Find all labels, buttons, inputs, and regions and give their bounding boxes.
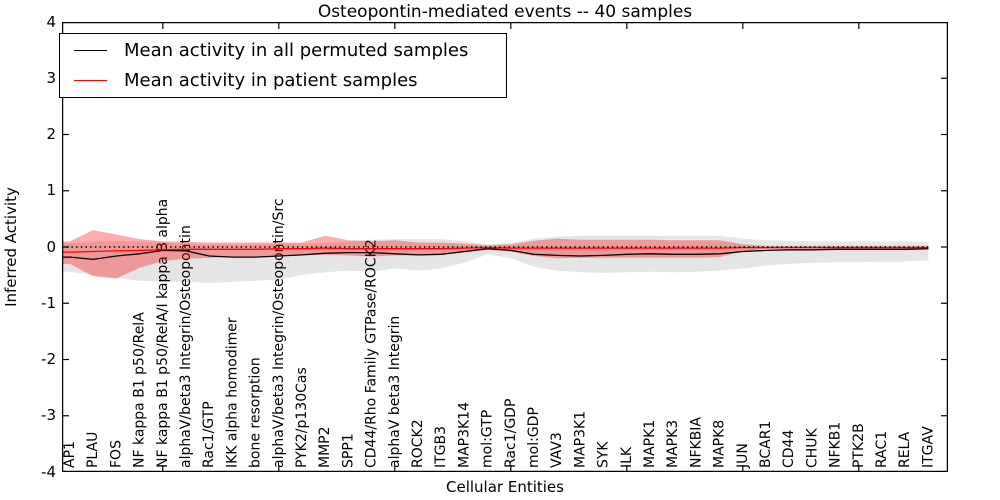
x-tick-label: MAPK1 bbox=[642, 420, 658, 468]
y-tick-label: -3 bbox=[41, 406, 56, 424]
y-tick-label: -2 bbox=[41, 350, 56, 368]
x-tick-label: MAPK3 bbox=[665, 420, 681, 468]
x-tick-label: RELA bbox=[897, 431, 913, 468]
y-tick-label: 3 bbox=[46, 69, 56, 87]
x-tick-label: ITGAV bbox=[920, 426, 936, 468]
x-tick-label: IKK alpha homodimer bbox=[224, 317, 240, 468]
x-tick-label: mol:GDP bbox=[526, 407, 542, 468]
legend-line-sample-red bbox=[74, 80, 107, 81]
legend-label: Mean activity in patient samples bbox=[124, 70, 418, 91]
x-tick-label: alphaV beta3 Integrin bbox=[387, 316, 403, 468]
x-tick-label: CHUK bbox=[804, 427, 820, 468]
x-tick-label: CD44 bbox=[781, 430, 797, 468]
x-tick-label: SPP1 bbox=[340, 433, 356, 468]
x-tick-label: MAPK8 bbox=[712, 420, 728, 468]
y-tick-label: 1 bbox=[46, 181, 56, 199]
x-tick-label: NF kappa B1 p50/RelA/I kappa B alpha bbox=[155, 199, 171, 468]
y-tick-label: 0 bbox=[46, 238, 56, 256]
x-axis-label: Cellular Entities bbox=[446, 478, 564, 496]
x-tick-label: ITGB3 bbox=[433, 426, 449, 468]
x-tick-label: CD44/Rho Family GTPase/ROCK2 bbox=[364, 239, 380, 468]
x-tick-label: MAP3K14 bbox=[456, 402, 472, 468]
legend-entry-permuted: Mean activity in all permuted samples bbox=[60, 39, 506, 63]
x-tick-label: NF kappa B1 p50/RelA bbox=[132, 312, 148, 468]
x-tick-label: AP1 bbox=[62, 441, 78, 468]
x-tick-label: PTK2B bbox=[851, 423, 867, 468]
x-tick-label: SYK bbox=[596, 441, 612, 468]
x-tick-label: Rac1/GDP bbox=[503, 399, 519, 468]
legend-label: Mean activity in all permuted samples bbox=[124, 40, 469, 61]
axes-frame bbox=[62, 22, 948, 472]
x-tick-label: ROCK2 bbox=[410, 419, 426, 468]
series-permuted-line bbox=[62, 248, 929, 261]
x-tick-label: PYK2/p130Cas bbox=[294, 367, 310, 468]
x-tick-label: MAP3K1 bbox=[572, 411, 588, 468]
x-tick-label: JUN bbox=[735, 443, 751, 469]
x-tick-label: BCAR1 bbox=[758, 421, 774, 468]
y-tick-label: -4 bbox=[41, 463, 56, 481]
x-tick-label: VAV3 bbox=[549, 432, 565, 468]
legend-line-sample-black bbox=[74, 50, 107, 51]
x-tick-label: MMP2 bbox=[317, 426, 333, 468]
x-tick-label: RAC1 bbox=[874, 431, 890, 468]
y-tick-label: 2 bbox=[46, 125, 56, 143]
y-tick-label: -1 bbox=[41, 294, 56, 312]
x-tick-label: NFKBIA bbox=[688, 417, 704, 468]
x-tick-label: bone resorption bbox=[248, 357, 264, 468]
band-patient bbox=[62, 230, 929, 279]
chart-title: Osteopontin-mediated events -- 40 sample… bbox=[317, 2, 693, 22]
y-tick-label: 4 bbox=[46, 13, 56, 31]
legend-entry-patient: Mean activity in patient samples bbox=[60, 69, 506, 93]
x-tick-label: ILK bbox=[619, 446, 635, 468]
legend-box: Mean activity in all permuted samples Me… bbox=[59, 33, 507, 98]
x-tick-label: FOS bbox=[108, 440, 124, 468]
x-tick-label: NFKB1 bbox=[828, 422, 844, 468]
x-tick-label: PLAU bbox=[85, 432, 101, 468]
x-tick-label: alphaV/beta3 Integrin/Osteopontin bbox=[178, 225, 194, 468]
x-tick-label: mol:GTP bbox=[480, 410, 496, 468]
plot-area: AP1 PLAU FOS NF kappa B1 p50/RelA NF kappa B… bbox=[62, 22, 948, 472]
x-tick-label: Rac1/GTP bbox=[201, 401, 217, 468]
x-tick-label: alphaV/beta3 Integrin/Osteopontin/Src bbox=[271, 198, 287, 468]
